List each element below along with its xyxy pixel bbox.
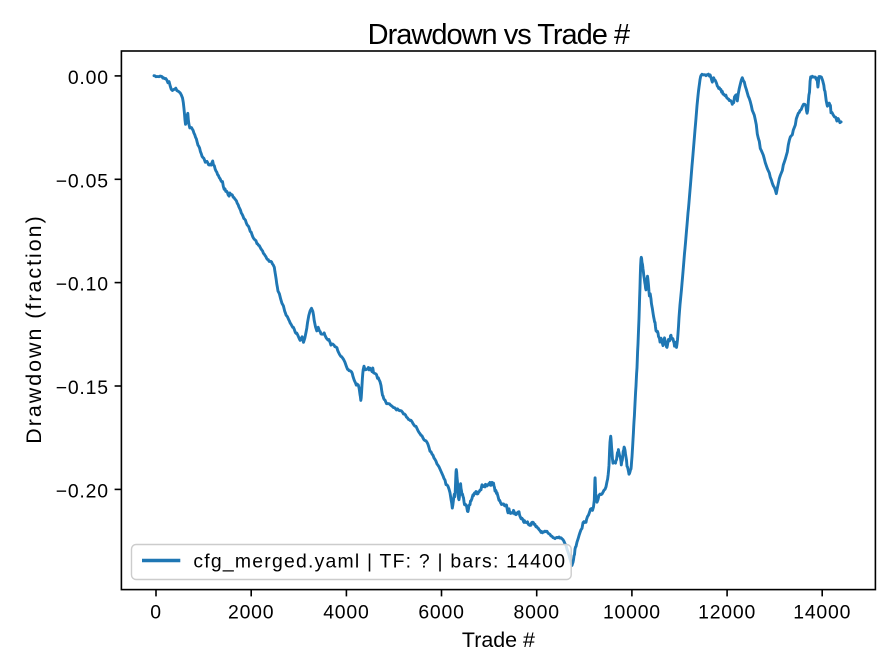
svg-text:2000: 2000 <box>228 602 274 624</box>
svg-text:Drawdown vs Trade #: Drawdown vs Trade # <box>368 19 630 51</box>
svg-text:14000: 14000 <box>793 602 851 624</box>
svg-text:Trade #: Trade # <box>462 628 535 652</box>
svg-text:0: 0 <box>150 602 162 624</box>
svg-text:10000: 10000 <box>603 602 661 624</box>
svg-text:−0.20: −0.20 <box>56 480 109 502</box>
svg-text:cfg_merged.yaml | TF: ? | bars: cfg_merged.yaml | TF: ? | bars: 14400 <box>193 551 566 573</box>
svg-text:8000: 8000 <box>514 602 560 624</box>
svg-text:−0.15: −0.15 <box>56 377 109 399</box>
svg-text:12000: 12000 <box>698 602 756 624</box>
svg-text:Drawdown (fraction): Drawdown (fraction) <box>22 214 46 443</box>
svg-text:−0.10: −0.10 <box>56 274 109 296</box>
svg-text:6000: 6000 <box>418 602 464 624</box>
svg-text:4000: 4000 <box>323 602 369 624</box>
svg-text:0.00: 0.00 <box>68 67 109 89</box>
svg-text:−0.05: −0.05 <box>56 170 109 192</box>
